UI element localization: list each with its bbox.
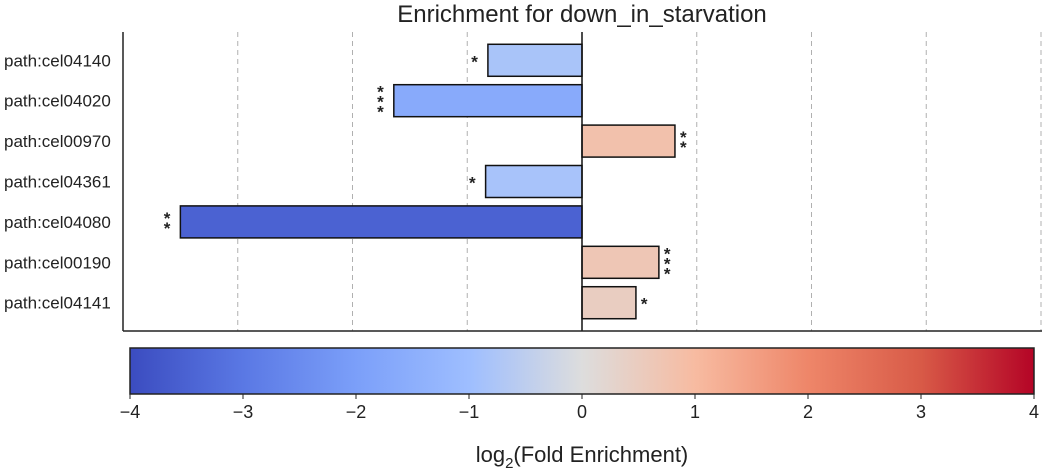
colorbar-tick-label: −2 [346, 402, 367, 422]
colorbar [129, 347, 1035, 395]
bars [179, 43, 676, 320]
bar [487, 43, 583, 78]
colorbar-ticks: −4 −3 −2 −1 0 1 2 3 4 [120, 394, 1039, 422]
significance-star: * [164, 209, 171, 228]
grid-lines [237, 32, 1042, 331]
colorbar-tick-label: 3 [916, 402, 926, 422]
significance-star: * [377, 93, 384, 112]
bar [581, 245, 660, 280]
significance-star: * [680, 128, 687, 147]
colorbar-tick-label: 2 [803, 402, 813, 422]
bar [179, 205, 583, 239]
category-label: path:cel04080 [4, 213, 111, 232]
significance-star: * [664, 264, 671, 283]
colorbar-tick-label: −3 [233, 402, 254, 422]
category-label: path:cel04140 [4, 51, 111, 70]
colorbar-tick-label: −1 [459, 402, 480, 422]
colorbar-tick-label: 1 [690, 402, 700, 422]
bar [484, 164, 583, 199]
colorbar-tick-label: 4 [1029, 402, 1039, 422]
category-label: path:cel04141 [4, 294, 111, 313]
category-label: path:cel04361 [4, 173, 111, 192]
bar [393, 83, 583, 118]
significance-star: * [471, 52, 478, 71]
axes [122, 32, 1042, 332]
colorbar-tick-label: −4 [120, 402, 141, 422]
significance-star: * [664, 244, 671, 263]
significance-star: * [164, 219, 171, 238]
significance-star: * [680, 138, 687, 157]
significance-star: * [641, 295, 648, 314]
significance-markers: ************* [164, 52, 687, 313]
significance-star: * [469, 174, 476, 193]
x-axis-label: log2(Fold Enrichment) [476, 442, 689, 472]
significance-star: * [664, 254, 671, 273]
category-label: path:cel00190 [4, 253, 111, 272]
category-labels: path:cel04140 path:cel04020 path:cel00970 p… [4, 51, 111, 312]
chart-title: Enrichment for down_in_starvation [397, 1, 767, 28]
significance-star: * [377, 103, 384, 122]
category-label: path:cel00970 [4, 132, 111, 151]
bar [581, 124, 676, 158]
colorbar-tick-label: 0 [577, 402, 587, 422]
category-label: path:cel04020 [4, 92, 111, 111]
colorbar-gradient [129, 347, 1035, 395]
bar [581, 285, 637, 320]
significance-star: * [377, 83, 384, 102]
